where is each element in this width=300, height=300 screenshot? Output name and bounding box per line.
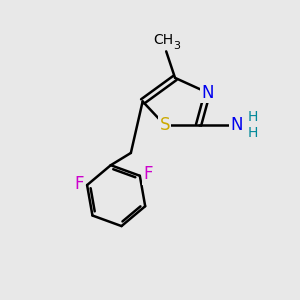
Text: N: N <box>231 116 243 134</box>
Text: CH: CH <box>153 33 173 47</box>
Text: F: F <box>74 175 84 193</box>
Text: S: S <box>160 116 170 134</box>
Text: 3: 3 <box>173 41 180 51</box>
Text: N: N <box>201 84 214 102</box>
Text: H: H <box>248 126 258 140</box>
Text: H: H <box>248 110 258 124</box>
Text: F: F <box>143 165 153 183</box>
